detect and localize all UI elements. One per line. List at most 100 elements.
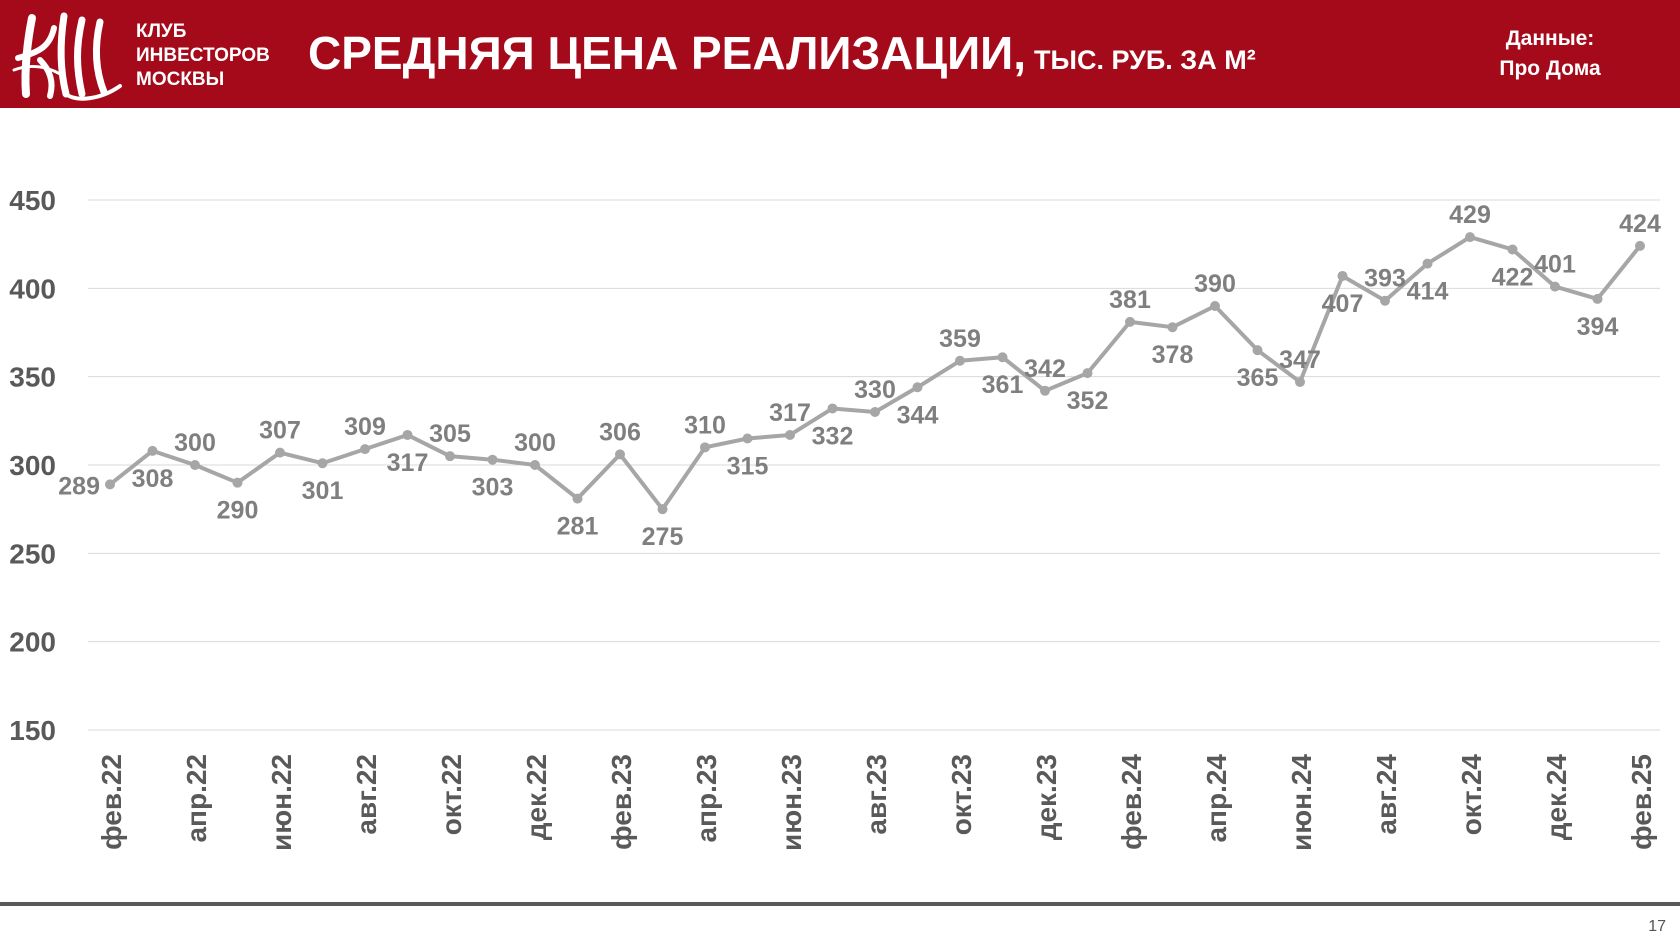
- data-point: [785, 429, 795, 440]
- data-label: 289: [58, 472, 100, 500]
- data-label: 306: [599, 418, 641, 446]
- data-point: [657, 504, 668, 515]
- data-point: [105, 479, 115, 490]
- x-tick-label: июн.23: [776, 754, 807, 851]
- data-point: [742, 433, 753, 444]
- x-tick-label: фев.24: [1116, 754, 1147, 850]
- data-label: 429: [1449, 201, 1491, 229]
- y-tick-label: 250: [9, 538, 56, 569]
- x-tick-label: окт.23: [946, 754, 977, 835]
- data-point: [530, 460, 540, 470]
- data-label: 414: [1407, 278, 1449, 306]
- data-point: [445, 451, 455, 462]
- data-point: [1635, 240, 1645, 251]
- data-point: [360, 444, 370, 455]
- data-label: 317: [769, 399, 811, 427]
- y-tick-label: 300: [9, 450, 56, 481]
- data-label: 390: [1194, 270, 1236, 298]
- x-tick-label: фев.23: [606, 754, 637, 850]
- data-label: 378: [1152, 341, 1194, 369]
- club-name: КЛУБ ИНВЕСТОРОВ МОСКВЫ: [136, 20, 270, 92]
- data-point: [870, 407, 880, 417]
- club-name-line: МОСКВЫ: [136, 69, 225, 90]
- data-point: [275, 447, 285, 458]
- header-bar: КЛУБ ИНВЕСТОРОВ МОСКВЫ СРЕДНЯЯ ЦЕНА РЕАЛ…: [0, 0, 1680, 108]
- data-point: [997, 352, 1008, 363]
- data-label: 305: [429, 420, 471, 448]
- data-point: [1422, 258, 1433, 269]
- data-point: [1465, 232, 1475, 243]
- data-point: [1295, 376, 1305, 387]
- x-tick-label: окт.22: [436, 754, 467, 835]
- x-tick-label: авг.23: [861, 754, 892, 835]
- x-tick-label: фев.22: [96, 754, 127, 850]
- data-label: 365: [1237, 364, 1279, 392]
- data-point: [912, 382, 923, 393]
- data-label: 342: [1024, 355, 1066, 383]
- club-name-line: КЛУБ: [136, 21, 187, 42]
- data-label: 281: [557, 513, 599, 541]
- data-point: [1252, 345, 1263, 356]
- x-tick-label: апр.24: [1201, 754, 1232, 843]
- data-point: [402, 429, 413, 440]
- data-label: 422: [1492, 263, 1534, 291]
- data-label: 407: [1322, 290, 1364, 318]
- data-point: [1380, 295, 1390, 306]
- slide-title-unit: ТЫС. РУБ. ЗА М²: [1034, 45, 1256, 75]
- data-label: 307: [259, 417, 301, 445]
- y-tick-label: 200: [9, 627, 56, 658]
- data-label: 332: [812, 422, 854, 450]
- data-point: [190, 460, 200, 470]
- data-label: 359: [939, 325, 981, 353]
- x-tick-label: авг.24: [1371, 754, 1402, 835]
- x-tick-label: дек.22: [521, 754, 552, 840]
- data-point: [572, 493, 583, 504]
- data-source-name: Про Дома: [1499, 57, 1601, 80]
- data-point: [487, 454, 498, 465]
- footer-divider: [0, 902, 1680, 906]
- data-label: 361: [982, 371, 1024, 399]
- data-point: [1167, 322, 1178, 333]
- x-tick-label: апр.23: [691, 754, 722, 843]
- data-point: [1082, 368, 1093, 379]
- data-label: 347: [1279, 346, 1321, 374]
- data-point: [1337, 270, 1348, 281]
- data-point: [232, 477, 243, 488]
- page-number: 17: [1648, 918, 1666, 935]
- club-logo: [12, 12, 122, 101]
- y-tick-label: 400: [9, 273, 56, 304]
- x-tick-label: июн.24: [1286, 754, 1317, 851]
- x-tick-label: дек.24: [1541, 754, 1572, 841]
- data-label: 381: [1109, 286, 1151, 314]
- x-tick-label: дек.23: [1031, 754, 1062, 840]
- x-tick-label: фев.25: [1626, 754, 1657, 850]
- data-label: 330: [854, 376, 896, 404]
- data-point: [955, 355, 965, 366]
- slide-title: СРЕДНЯЯ ЦЕНА РЕАЛИЗАЦИИ, ТЫС. РУБ. ЗА М²: [308, 26, 1256, 80]
- x-tick-label: июн.22: [266, 754, 297, 851]
- data-label: 393: [1364, 265, 1406, 293]
- slide-title-main: СРЕДНЯЯ ЦЕНА РЕАЛИЗАЦИИ,: [308, 27, 1027, 79]
- data-label: 308: [132, 465, 174, 493]
- data-point: [147, 445, 158, 456]
- data-label: 275: [642, 523, 684, 551]
- x-tick-label: окт.24: [1456, 754, 1487, 836]
- data-label: 303: [472, 474, 514, 502]
- data-label: 310: [684, 411, 726, 439]
- y-tick-label: 450: [9, 185, 56, 216]
- data-source: Данные: Про Дома: [1470, 24, 1630, 84]
- x-tick-label: авг.22: [351, 754, 382, 835]
- data-label: 424: [1619, 210, 1661, 238]
- club-name-line: ИНВЕСТОРОВ: [136, 45, 270, 66]
- data-label: 290: [217, 497, 259, 525]
- data-label: 301: [302, 477, 344, 505]
- data-point: [615, 449, 625, 460]
- data-label: 352: [1067, 387, 1109, 415]
- data-point: [1210, 301, 1220, 311]
- data-point: [1507, 244, 1518, 255]
- data-point: [1125, 316, 1135, 327]
- data-point: [1592, 293, 1603, 304]
- data-label: 309: [344, 413, 386, 441]
- data-point: [827, 403, 838, 414]
